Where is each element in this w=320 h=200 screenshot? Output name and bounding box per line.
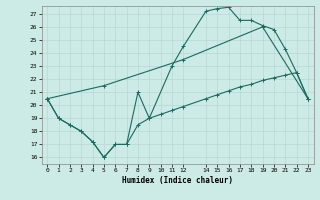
X-axis label: Humidex (Indice chaleur): Humidex (Indice chaleur) [122,176,233,185]
